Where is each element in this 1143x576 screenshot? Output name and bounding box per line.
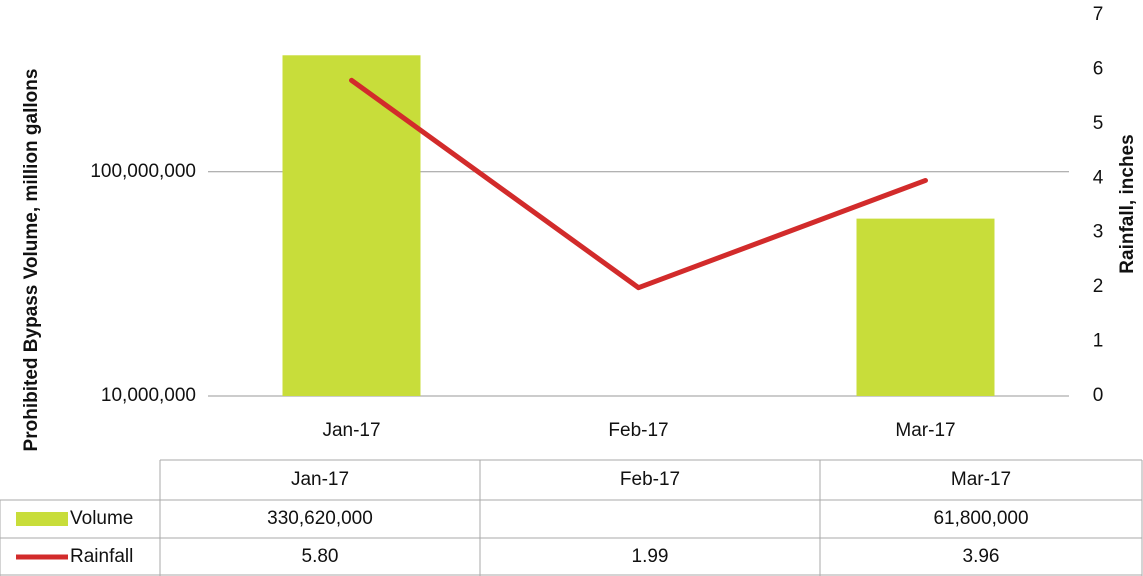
bar [856,218,995,396]
table-value: 61,800,000 [933,508,1028,529]
table-value: 3.96 [963,546,1000,567]
x-tick-label: Mar-17 [895,420,955,441]
table-value: 5.80 [302,546,339,567]
y2-tick-label: 0 [1093,385,1104,406]
bar [282,55,421,397]
table-header: Jan-17 [291,469,349,490]
y-axis-label: Prohibited Bypass Volume, million gallon… [21,69,42,452]
table-header: Feb-17 [620,469,680,490]
y2-tick-label: 6 [1093,58,1104,79]
legend-label: Rainfall [70,546,133,567]
table-value: 1.99 [632,546,669,567]
legend-swatch [16,512,68,526]
x-tick-label: Feb-17 [608,420,668,441]
line [349,77,928,291]
y2-tick-label: 5 [1093,113,1104,134]
y2-tick-label: 3 [1093,222,1104,243]
y2-axis-label: Rainfall, inches [1117,134,1138,273]
y2-tick-label: 1 [1093,331,1104,352]
table-header: Mar-17 [951,469,1011,490]
table-value: 330,620,000 [267,508,373,529]
y-tick-label: 100,000,000 [90,161,196,182]
legend-label: Volume [70,508,133,529]
y-tick-label: 10,000,000 [101,385,196,406]
y2-tick-label: 4 [1093,167,1104,188]
y2-tick-label: 2 [1093,276,1104,297]
x-tick-label: Jan-17 [322,420,380,441]
y2-tick-label: 7 [1093,4,1104,25]
